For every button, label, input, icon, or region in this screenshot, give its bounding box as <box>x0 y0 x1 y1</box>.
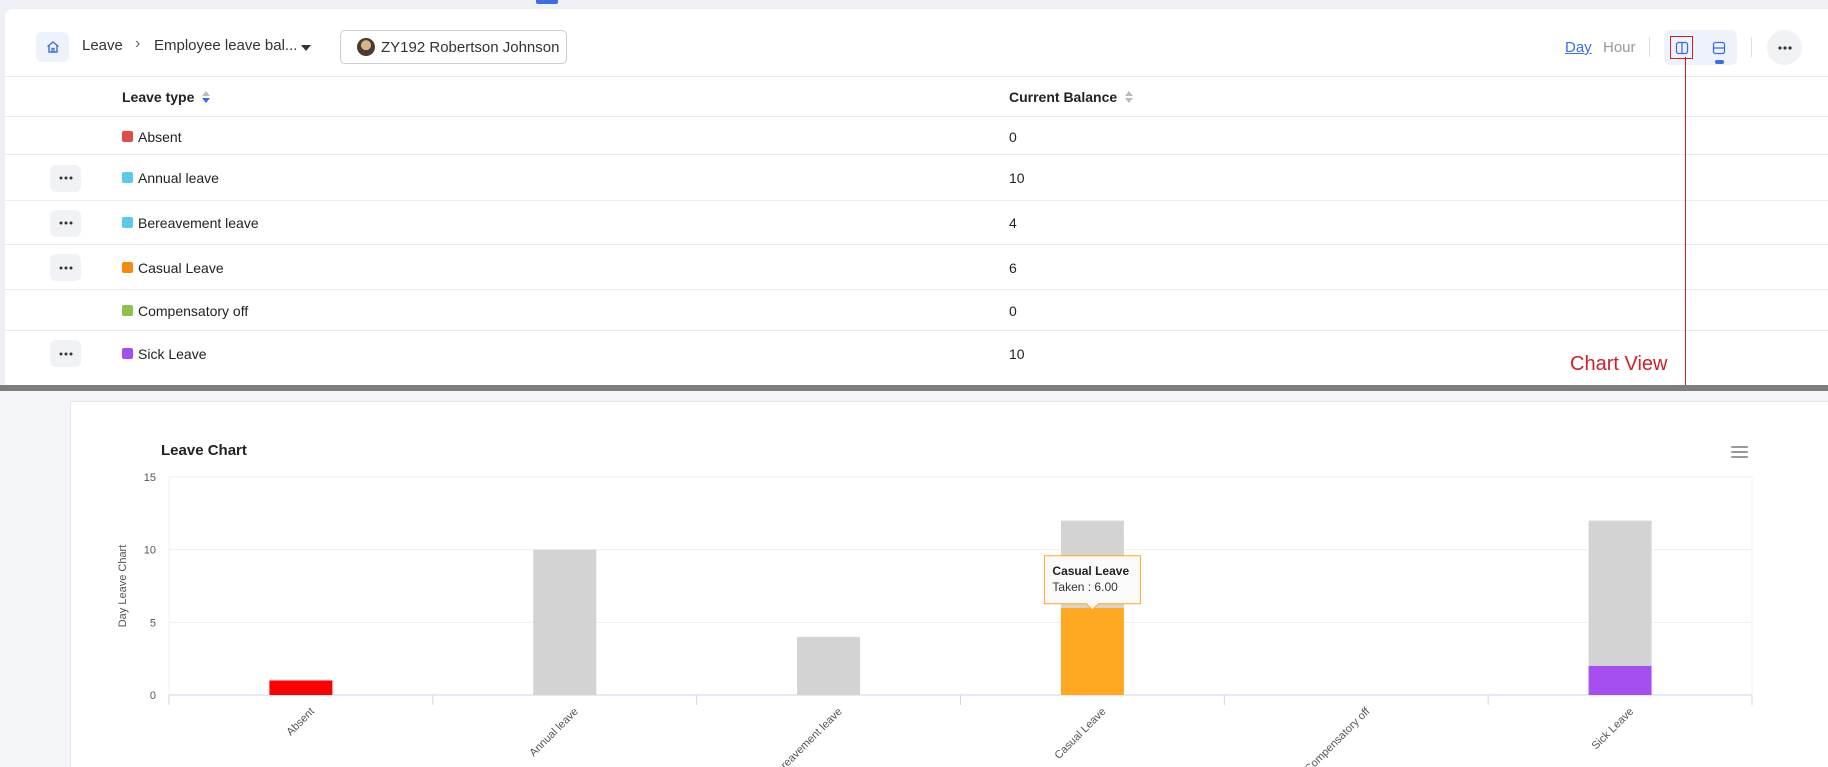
avatar <box>357 38 375 56</box>
cell-leave-type: Compensatory off <box>138 302 249 319</box>
table-row[interactable]: Bereavement leave 4 <box>5 201 1828 245</box>
column-header-label: Current Balance <box>1009 89 1118 105</box>
horizontal-split-icon <box>1712 41 1726 54</box>
leave-color-swatch <box>122 304 133 316</box>
table-row[interactable]: Absent 0 <box>5 118 1828 155</box>
chart-menu-icon[interactable] <box>1731 446 1748 460</box>
chart-title: Leave Chart <box>161 442 247 459</box>
leave-bar-chart: 0 5 10 15 Day Leave Chart Absent Annual leave B… <box>117 472 1753 767</box>
row-actions-button[interactable] <box>50 164 81 192</box>
x-tick-label: Absent <box>284 706 317 739</box>
annotation-highlight-box <box>1670 36 1693 59</box>
pane-splitter[interactable] <box>0 385 1828 391</box>
more-horizontal-icon <box>59 221 72 225</box>
x-tick-label: Annual leave <box>527 706 580 759</box>
plot-area <box>168 476 1753 696</box>
chart-view-button[interactable] <box>1701 30 1737 65</box>
more-horizontal-icon <box>59 352 72 355</box>
column-header-label: Leave type <box>122 89 195 105</box>
bar-remaining <box>797 636 861 695</box>
sort-icon[interactable] <box>202 91 211 103</box>
top-accent-bar <box>536 0 558 4</box>
breadcrumb-leave[interactable]: Leave <box>82 37 123 54</box>
cell-leave-type: Casual Leave <box>138 259 224 276</box>
cell-leave-type: Bereavement leave <box>138 215 259 231</box>
cell-current-balance: 10 <box>1009 170 1025 186</box>
bar-remaining <box>533 549 597 695</box>
cell-current-balance: 6 <box>1009 259 1017 276</box>
annotation-line <box>1685 57 1686 393</box>
x-tick-label: Bereavement leave <box>769 706 845 767</box>
cell-leave-type: Annual leave <box>138 170 219 186</box>
cell-current-balance: 10 <box>1009 345 1025 362</box>
more-horizontal-icon <box>1777 45 1792 50</box>
bar-taken <box>1060 607 1124 695</box>
vertical-split-icon <box>1675 41 1689 54</box>
chart-card: Leave Chart 0 5 10 15 Day Leave Chart Absent A… <box>70 401 1828 767</box>
column-header-current-balance[interactable]: Current Balance <box>1009 89 1134 105</box>
x-tick-label: Sick Leave <box>1590 706 1637 753</box>
column-header-leave-type[interactable]: Leave type <box>122 89 211 105</box>
employee-selector[interactable]: ZY192 Robertson Johnson <box>340 30 567 64</box>
leave-color-swatch <box>122 217 133 228</box>
toolbar: Leave › Employee leave bal... ZY192 Robe… <box>5 9 1828 77</box>
employee-label: ZY192 Robertson Johnson <box>381 38 560 56</box>
y-tick-label: 15 <box>144 472 156 484</box>
y-tick-label: 10 <box>144 545 156 557</box>
leave-color-swatch <box>122 347 133 359</box>
active-view-indicator <box>1715 60 1724 64</box>
bar-remaining <box>1588 520 1652 666</box>
more-horizontal-icon <box>59 266 72 269</box>
view-switcher <box>1664 30 1737 65</box>
x-tick-label: Compensatory off <box>1303 705 1373 767</box>
table-row[interactable]: Compensatory off 0 <box>5 290 1828 331</box>
tooltip <box>1043 555 1141 611</box>
y-axis-label: Day Leave Chart <box>117 545 129 628</box>
report-dropdown-icon[interactable] <box>301 45 311 51</box>
table-row[interactable]: Annual leave 10 <box>5 155 1828 201</box>
leave-color-swatch <box>122 261 133 273</box>
row-actions-button[interactable] <box>50 254 81 281</box>
leave-color-swatch <box>122 172 133 183</box>
bar-taken <box>1588 665 1652 695</box>
more-options-button[interactable] <box>1767 30 1802 65</box>
bar-taken <box>269 680 333 695</box>
sort-icon[interactable] <box>1125 91 1134 103</box>
unit-hour-toggle[interactable]: Hour <box>1603 39 1636 56</box>
x-tick-label: Casual Leave <box>1052 706 1108 762</box>
y-tick-label: 5 <box>150 617 156 629</box>
leave-balance-panel: Leave › Employee leave bal... ZY192 Robe… <box>5 9 1828 393</box>
unit-day-toggle[interactable]: Day <box>1565 39 1592 56</box>
home-icon <box>46 41 59 53</box>
tooltip-title: Casual Leave <box>1052 564 1129 578</box>
leave-color-swatch <box>122 130 133 142</box>
toolbar-divider <box>1649 37 1650 57</box>
cell-current-balance: 4 <box>1009 215 1017 231</box>
cell-leave-type: Absent <box>138 128 182 145</box>
toolbar-divider <box>1751 37 1752 57</box>
table-header: Leave type Current Balance <box>5 77 1828 117</box>
more-horizontal-icon <box>59 176 72 180</box>
breadcrumb-report[interactable]: Employee leave bal... <box>154 37 298 54</box>
tooltip-value: Taken : 6.00 <box>1052 580 1118 594</box>
breadcrumb-separator-icon: › <box>135 35 141 52</box>
cell-leave-type: Sick Leave <box>138 345 207 362</box>
home-button[interactable] <box>36 32 69 62</box>
y-tick-label: 0 <box>150 690 156 702</box>
row-actions-button[interactable] <box>50 340 81 367</box>
table-row[interactable]: Sick Leave 10 <box>5 331 1828 376</box>
split-view-button[interactable] <box>1664 30 1700 65</box>
annotation-label: Chart View <box>1570 353 1668 375</box>
table-row[interactable]: Casual Leave 6 <box>5 245 1828 290</box>
cell-current-balance: 0 <box>1009 128 1017 145</box>
cell-current-balance: 0 <box>1009 302 1017 319</box>
row-actions-button[interactable] <box>50 209 81 237</box>
